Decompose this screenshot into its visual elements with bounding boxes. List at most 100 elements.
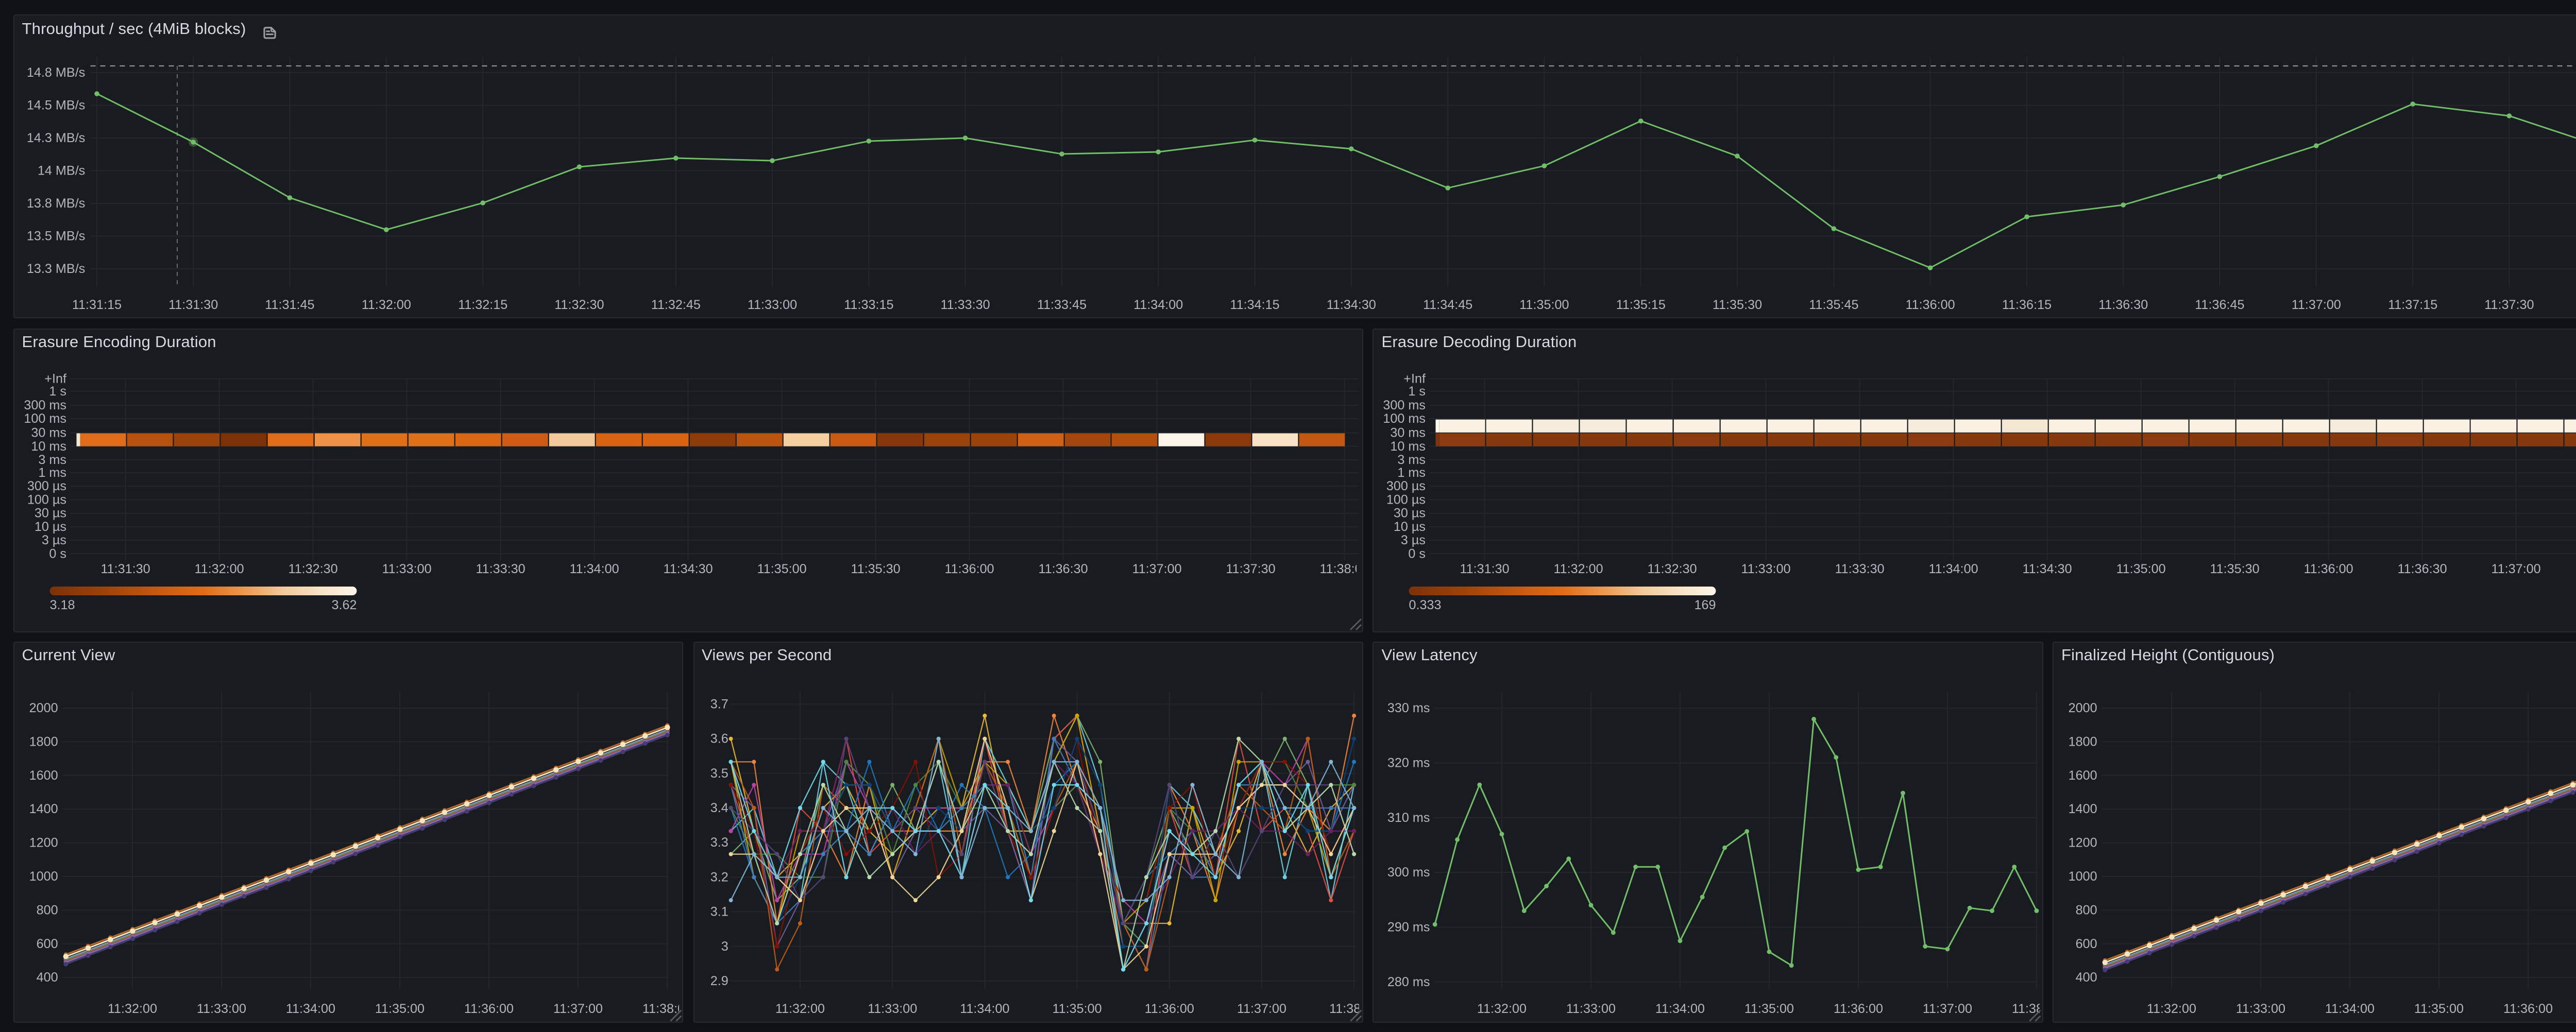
svg-text:1600: 1600 [29,768,58,782]
svg-text:11:33:00: 11:33:00 [196,1001,246,1016]
svg-text:11:37:00: 11:37:00 [2492,561,2541,576]
svg-text:11:34:45: 11:34:45 [1423,298,1472,312]
svg-text:100 µs: 100 µs [1386,492,1426,507]
svg-text:2.9: 2.9 [710,973,728,988]
svg-text:30 ms: 30 ms [31,425,66,440]
svg-text:14.3 MB/s: 14.3 MB/s [26,131,84,145]
svg-text:11:31:30: 11:31:30 [1460,561,1510,576]
svg-text:3.4: 3.4 [710,800,728,815]
svg-text:11:35:45: 11:35:45 [1809,298,1858,312]
svg-text:11:36:00: 11:36:00 [944,561,994,576]
svg-text:3: 3 [721,939,728,953]
svg-text:600: 600 [2076,936,2097,951]
svg-text:10 ms: 10 ms [31,439,66,453]
svg-text:11:37:30: 11:37:30 [2484,298,2534,312]
svg-text:1200: 1200 [2069,835,2097,850]
svg-text:30 µs: 30 µs [34,506,66,520]
svg-text:11:37:00: 11:37:00 [2291,298,2341,312]
svg-text:3 µs: 3 µs [1401,532,1426,547]
svg-text:11:35:00: 11:35:00 [1744,1001,1794,1016]
svg-text:11:33:30: 11:33:30 [476,561,525,576]
svg-text:11:32:45: 11:32:45 [651,298,700,312]
svg-text:1 ms: 1 ms [1398,465,1426,479]
svg-text:11:31:30: 11:31:30 [100,561,150,576]
svg-text:30 µs: 30 µs [1394,506,1426,520]
svg-text:11:36:15: 11:36:15 [2002,298,2051,312]
svg-text:11:31:15: 11:31:15 [72,298,121,312]
svg-text:11:34:30: 11:34:30 [663,561,713,576]
svg-text:11:36:30: 11:36:30 [2398,561,2447,576]
svg-text:310 ms: 310 ms [1387,810,1430,824]
svg-text:11:34:30: 11:34:30 [1326,298,1376,312]
svg-text:11:35:00: 11:35:00 [375,1001,424,1016]
svg-text:3.7: 3.7 [710,696,728,711]
svg-text:11:34:00: 11:34:00 [285,1001,335,1016]
svg-text:11:32:00: 11:32:00 [107,1001,157,1016]
svg-text:320 ms: 320 ms [1387,755,1430,770]
svg-text:1800: 1800 [29,734,58,748]
svg-text:11:33:00: 11:33:00 [747,298,796,312]
svg-text:100 µs: 100 µs [27,492,66,507]
svg-text:11:37:00: 11:37:00 [1923,1001,1972,1016]
svg-text:11:36:30: 11:36:30 [2098,298,2148,312]
svg-text:330 ms: 330 ms [1387,700,1430,715]
svg-text:11:35:00: 11:35:00 [2116,561,2166,576]
svg-text:400: 400 [2076,970,2097,984]
svg-text:11:36:00: 11:36:00 [464,1001,513,1016]
svg-text:100 ms: 100 ms [1383,411,1426,425]
svg-text:11:35:00: 11:35:00 [1052,1001,1101,1016]
svg-text:11:34:00: 11:34:00 [2325,1001,2375,1016]
svg-text:+Inf: +Inf [44,371,67,386]
svg-text:3 ms: 3 ms [1398,452,1426,467]
svg-text:11:34:00: 11:34:00 [1655,1001,1705,1016]
svg-text:13.5 MB/s: 13.5 MB/s [26,229,84,244]
svg-text:280 ms: 280 ms [1387,974,1430,989]
svg-text:11:34:15: 11:34:15 [1230,298,1279,312]
svg-text:3.18: 3.18 [49,597,75,612]
svg-text:1400: 1400 [29,801,58,816]
svg-text:11:38:00: 11:38:00 [1329,1001,1363,1016]
svg-text:11:32:30: 11:32:30 [554,298,604,312]
svg-text:11:36:30: 11:36:30 [1038,561,1088,576]
svg-text:30 ms: 30 ms [1391,425,1426,440]
svg-text:11:36:00: 11:36:00 [2304,561,2353,576]
svg-text:300 ms: 300 ms [1387,865,1430,879]
svg-text:800: 800 [36,902,58,917]
svg-text:11:32:00: 11:32:00 [1477,1001,1527,1016]
svg-text:1 s: 1 s [1409,384,1426,398]
svg-text:300 µs: 300 µs [1386,478,1426,493]
svg-text:11:33:00: 11:33:00 [1741,561,1791,576]
svg-text:14.5 MB/s: 14.5 MB/s [26,98,84,113]
svg-text:11:36:00: 11:36:00 [1144,1001,1194,1016]
svg-text:1600: 1600 [2069,768,2097,782]
svg-text:11:33:00: 11:33:00 [382,561,431,576]
svg-text:600: 600 [36,936,58,951]
svg-text:3.3: 3.3 [710,835,728,849]
svg-text:+Inf: +Inf [1404,371,1427,386]
svg-text:3.5: 3.5 [710,766,728,780]
svg-text:11:37:00: 11:37:00 [1132,561,1181,576]
svg-text:13.8 MB/s: 13.8 MB/s [26,196,84,211]
svg-text:14 MB/s: 14 MB/s [37,164,84,178]
svg-text:800: 800 [2076,902,2097,917]
svg-text:1400: 1400 [2069,801,2097,816]
svg-text:11:36:45: 11:36:45 [2195,298,2244,312]
svg-text:11:33:30: 11:33:30 [1835,561,1885,576]
svg-text:1200: 1200 [29,835,58,850]
svg-text:11:32:30: 11:32:30 [288,561,337,576]
svg-text:1 s: 1 s [49,384,66,398]
svg-text:11:32:00: 11:32:00 [775,1001,824,1016]
svg-text:11:36:00: 11:36:00 [1834,1001,1883,1016]
svg-text:11:35:30: 11:35:30 [1712,298,1761,312]
svg-text:10 ms: 10 ms [1391,439,1426,453]
svg-text:3.6: 3.6 [710,731,728,746]
svg-text:11:35:30: 11:35:30 [851,561,900,576]
svg-text:11:38:00: 11:38:00 [2012,1001,2043,1016]
svg-text:11:35:15: 11:35:15 [1616,298,1665,312]
svg-text:11:34:00: 11:34:00 [1133,298,1183,312]
svg-text:300 ms: 300 ms [1383,398,1426,412]
svg-text:3.2: 3.2 [710,869,728,884]
svg-text:1000: 1000 [29,869,58,883]
svg-text:300 ms: 300 ms [24,398,66,412]
svg-text:11:38:00: 11:38:00 [642,1001,683,1016]
